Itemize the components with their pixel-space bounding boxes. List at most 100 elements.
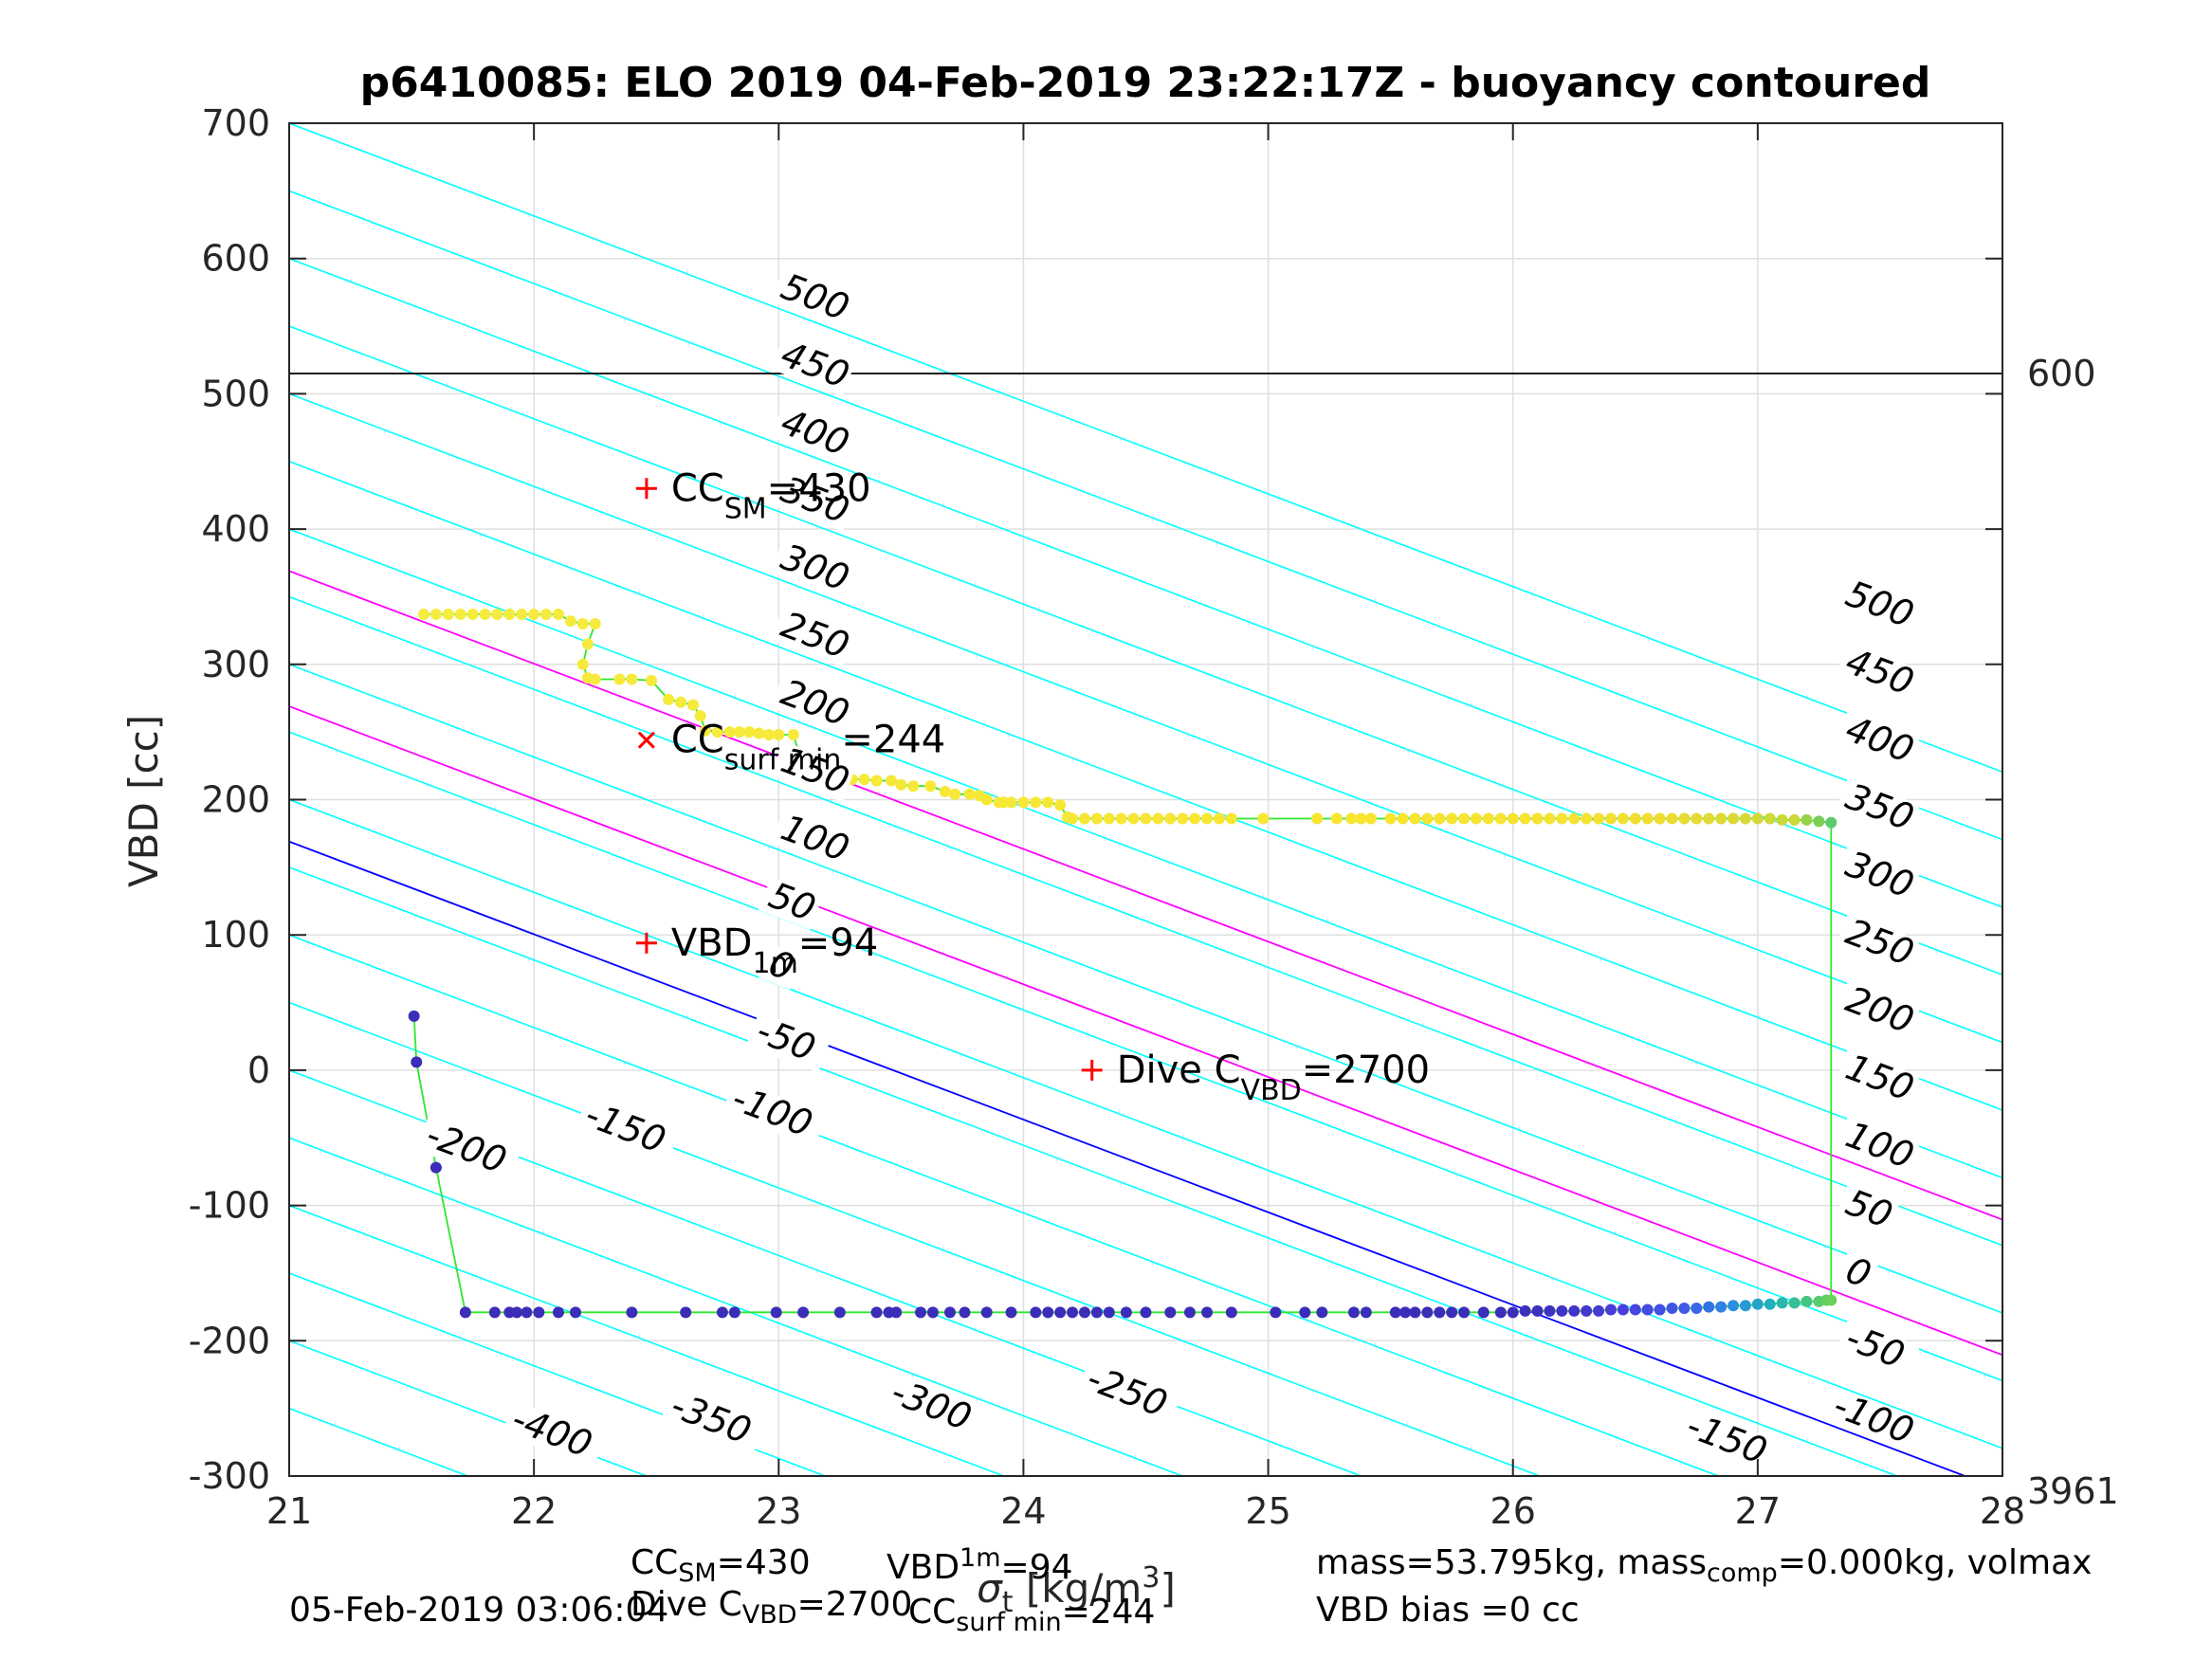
trajectory	[412, 613, 1833, 1314]
climb-point	[1581, 812, 1593, 825]
marker-label: CCSM=430	[671, 466, 871, 525]
dive-point	[980, 1306, 993, 1319]
y-tick-label: 600	[201, 238, 270, 280]
climb-point	[1703, 812, 1715, 825]
climb-point	[1030, 796, 1042, 809]
reference-lines	[288, 373, 2003, 1477]
climb-point	[1764, 812, 1776, 825]
dive-point	[1120, 1306, 1132, 1319]
y-tick-label: -200	[189, 1320, 270, 1361]
dive-point	[1654, 1304, 1666, 1316]
dive-point	[1477, 1306, 1490, 1319]
x-tick-label: 28	[1980, 1490, 2025, 1532]
climb-point	[1397, 812, 1409, 825]
dive-point	[833, 1306, 846, 1319]
x-axis-label-unit: [kg/m	[1014, 1565, 1143, 1612]
x-tick-label: 21	[266, 1490, 312, 1532]
climb-point	[1078, 812, 1090, 825]
climb-point	[1482, 812, 1494, 825]
x-axis-label-sup: 3	[1142, 1561, 1160, 1595]
dive-point	[1042, 1306, 1054, 1319]
climb-point	[1177, 812, 1189, 825]
climb-point	[516, 609, 528, 621]
y-tick-label: -100	[189, 1185, 270, 1227]
dive-point	[1751, 1298, 1764, 1310]
magenta-lower	[288, 705, 2003, 1357]
climb-point	[1345, 812, 1358, 825]
climb-point	[503, 609, 516, 621]
dive-point	[521, 1306, 533, 1319]
dive-point	[797, 1306, 810, 1319]
contour-label-bg	[746, 1012, 832, 1073]
dive-point	[770, 1306, 782, 1319]
contour-label-bg	[1822, 1386, 1929, 1455]
contour-label: -350	[666, 1384, 757, 1452]
x-axis-label-sub: t	[1002, 1586, 1014, 1619]
contour-label: 450	[776, 333, 854, 396]
climb-point	[1617, 812, 1629, 825]
footer-dive-cvbd: Dive CVBD=2700	[631, 1585, 913, 1631]
contour-label: 250	[1840, 911, 1919, 975]
y-tick-label: 300	[201, 644, 270, 685]
climb-point	[564, 615, 576, 628]
climb-point	[1629, 812, 1641, 825]
contour-label-bg	[1835, 913, 1920, 975]
x-axis-label-symbol: σ	[977, 1565, 1003, 1612]
contour-label-bg	[1835, 845, 1920, 907]
climb-point	[1678, 812, 1691, 825]
trajectory-line	[412, 613, 1833, 1314]
dive-point	[430, 1161, 442, 1174]
dive-point	[1183, 1306, 1196, 1319]
contour-label-bg	[1835, 1319, 1920, 1380]
climb-point	[1225, 812, 1237, 825]
dive-point	[1446, 1306, 1458, 1319]
climb-point	[723, 726, 736, 738]
footer-cc-surf-min: CCsurf min=244	[908, 1593, 1156, 1638]
climb-point	[1421, 812, 1434, 825]
footer-vbd-1m: VBD1m=94	[887, 1543, 1073, 1587]
climb-point	[491, 609, 503, 621]
magenta-upper	[288, 570, 2003, 1221]
climb-point	[576, 658, 589, 670]
dive-point	[959, 1306, 971, 1319]
contour-label-bg	[722, 1079, 827, 1149]
reference-markers: CCSM=430 CCsurf min=244 VBD1m=94 Dive CVBD=…	[635, 466, 1430, 1107]
climb-point	[1127, 812, 1140, 825]
climb-point	[1739, 812, 1751, 825]
contour-line	[288, 664, 2003, 1314]
climb-point	[1164, 812, 1177, 825]
climb-point	[1666, 812, 1678, 825]
climb-point	[479, 609, 491, 621]
dive-point	[511, 1306, 523, 1319]
dive-point	[1728, 1300, 1740, 1312]
climb-point	[939, 785, 951, 797]
dive-point	[943, 1306, 956, 1319]
x-tick-label: 22	[511, 1490, 557, 1532]
contour-line	[288, 461, 2003, 1111]
climb-point	[1556, 812, 1568, 825]
contour-label: 500	[776, 265, 854, 329]
contour-line	[288, 731, 2003, 1382]
contour-label: -250	[1082, 1358, 1173, 1426]
climb-point	[540, 609, 553, 621]
climb-point	[1813, 815, 1825, 828]
contour-label-bg	[1835, 642, 1920, 703]
climb-point	[613, 673, 626, 685]
dive-point	[411, 1056, 423, 1068]
contour-label: -150	[1681, 1404, 1772, 1472]
dive-point	[1801, 1295, 1813, 1307]
dive-point	[1409, 1306, 1421, 1319]
climb-point	[1593, 812, 1605, 825]
dive-point	[1678, 1303, 1691, 1315]
climb-point	[1090, 812, 1103, 825]
dive-point	[1568, 1304, 1581, 1317]
dive-point	[459, 1306, 471, 1319]
marker-label: CCsurf min=244	[671, 719, 945, 777]
climb-point	[1103, 812, 1115, 825]
buoyancy-contours	[288, 122, 2003, 1477]
dive-point	[1005, 1306, 1017, 1319]
climb-point	[694, 710, 706, 722]
contour-label-bg	[1835, 574, 1920, 636]
climb-point	[1801, 813, 1813, 826]
climb-point	[711, 726, 723, 738]
